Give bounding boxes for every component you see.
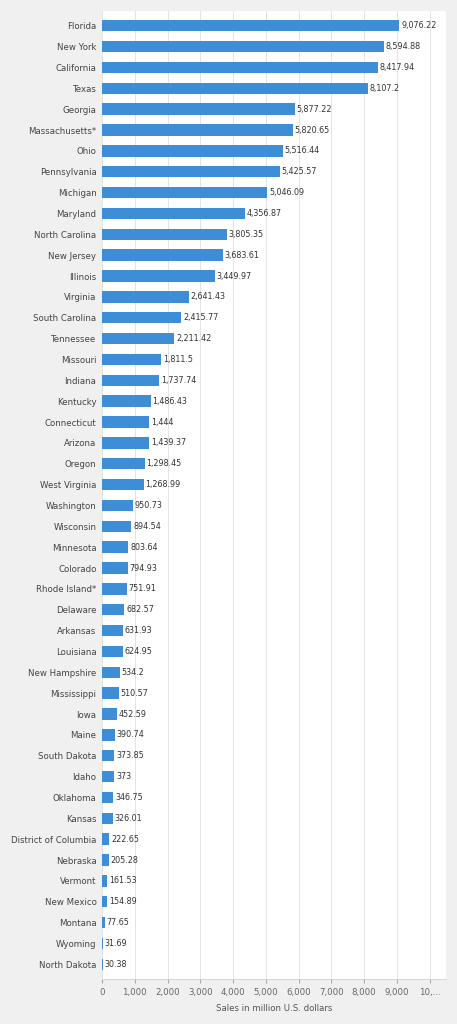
Bar xyxy=(102,395,151,407)
Text: 326.01: 326.01 xyxy=(115,814,142,823)
Bar xyxy=(102,687,119,699)
Bar xyxy=(102,20,399,32)
Text: 1,444: 1,444 xyxy=(151,418,174,427)
Text: 3,449.97: 3,449.97 xyxy=(217,271,252,281)
Bar xyxy=(102,792,113,803)
Bar xyxy=(102,458,144,469)
Text: 3,683.61: 3,683.61 xyxy=(224,251,259,260)
Bar xyxy=(102,83,367,94)
Text: 77.65: 77.65 xyxy=(106,919,129,927)
Bar xyxy=(102,250,223,261)
Bar xyxy=(102,124,292,136)
Bar xyxy=(102,520,131,532)
Bar xyxy=(102,729,115,740)
Bar xyxy=(102,41,383,52)
Bar xyxy=(102,437,149,449)
Text: 5,425.57: 5,425.57 xyxy=(282,167,317,176)
Text: 631.93: 631.93 xyxy=(125,626,152,635)
Bar xyxy=(102,270,215,282)
Text: 5,877.22: 5,877.22 xyxy=(296,104,332,114)
Text: 8,417.94: 8,417.94 xyxy=(379,62,414,72)
Text: 682.57: 682.57 xyxy=(126,605,154,614)
Bar xyxy=(102,103,294,115)
Bar xyxy=(102,333,175,344)
Text: 1,298.45: 1,298.45 xyxy=(146,459,181,468)
Text: 950.73: 950.73 xyxy=(135,501,163,510)
Text: 390.74: 390.74 xyxy=(117,730,144,739)
Text: 373: 373 xyxy=(116,772,131,781)
Text: 803.64: 803.64 xyxy=(130,543,158,552)
Bar xyxy=(102,375,159,386)
Bar xyxy=(102,186,267,199)
Bar xyxy=(102,604,124,615)
Bar xyxy=(102,500,133,511)
Bar xyxy=(102,353,161,366)
Text: 4,356.87: 4,356.87 xyxy=(246,209,282,218)
Bar xyxy=(102,813,113,824)
Text: 30.38: 30.38 xyxy=(105,959,128,969)
Bar xyxy=(102,854,109,865)
Text: 2,211.42: 2,211.42 xyxy=(176,334,212,343)
Text: 534.2: 534.2 xyxy=(122,668,144,677)
Text: 154.89: 154.89 xyxy=(109,897,137,906)
Text: 8,107.2: 8,107.2 xyxy=(369,84,399,93)
Text: 894.54: 894.54 xyxy=(133,522,161,530)
Text: 1,811.5: 1,811.5 xyxy=(163,355,193,364)
Text: 794.93: 794.93 xyxy=(130,563,158,572)
Bar xyxy=(102,291,189,303)
Text: 5,046.09: 5,046.09 xyxy=(269,188,304,197)
Bar xyxy=(102,667,120,678)
Bar xyxy=(102,834,109,845)
Bar xyxy=(102,958,103,970)
Text: 205.28: 205.28 xyxy=(111,855,138,864)
Text: 452.59: 452.59 xyxy=(119,710,147,719)
Text: 624.95: 624.95 xyxy=(124,647,152,656)
Text: 31.69: 31.69 xyxy=(105,939,128,948)
Text: 5,820.65: 5,820.65 xyxy=(294,126,329,134)
Text: 1,439.37: 1,439.37 xyxy=(151,438,186,447)
Bar xyxy=(102,562,128,573)
Bar xyxy=(102,771,114,782)
Bar xyxy=(102,625,123,636)
Bar xyxy=(102,916,105,929)
Bar xyxy=(102,896,107,907)
Text: 5,516.44: 5,516.44 xyxy=(285,146,319,156)
Bar xyxy=(102,61,377,73)
Bar xyxy=(102,145,283,157)
Text: 222.65: 222.65 xyxy=(111,835,139,844)
Bar xyxy=(102,583,127,595)
Text: 161.53: 161.53 xyxy=(109,877,137,886)
Text: 1,486.43: 1,486.43 xyxy=(153,396,187,406)
Bar xyxy=(102,938,103,949)
X-axis label: Sales in million U.S. dollars: Sales in million U.S. dollars xyxy=(216,1004,332,1013)
Text: 751.91: 751.91 xyxy=(128,585,156,593)
Bar xyxy=(102,876,107,887)
Text: 346.75: 346.75 xyxy=(115,793,143,802)
Bar xyxy=(102,228,227,240)
Text: 510.57: 510.57 xyxy=(121,689,149,697)
Text: 2,415.77: 2,415.77 xyxy=(183,313,218,323)
Bar xyxy=(102,208,244,219)
Bar xyxy=(102,646,122,657)
Text: 9,076.22: 9,076.22 xyxy=(401,22,436,31)
Bar xyxy=(102,417,149,428)
Text: 3,805.35: 3,805.35 xyxy=(228,229,264,239)
Bar xyxy=(102,750,114,762)
Text: 8,594.88: 8,594.88 xyxy=(385,42,420,51)
Bar xyxy=(102,312,181,324)
Bar xyxy=(102,709,117,720)
Bar xyxy=(102,542,128,553)
Bar xyxy=(102,166,280,177)
Bar xyxy=(102,479,143,490)
Text: 1,737.74: 1,737.74 xyxy=(161,376,196,385)
Text: 373.85: 373.85 xyxy=(116,752,144,760)
Text: 2,641.43: 2,641.43 xyxy=(191,293,225,301)
Text: 1,268.99: 1,268.99 xyxy=(145,480,181,489)
